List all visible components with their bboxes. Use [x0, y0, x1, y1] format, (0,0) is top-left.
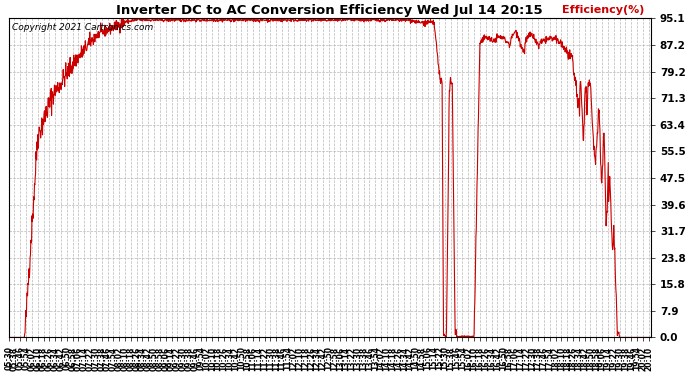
Text: Efficiency(%): Efficiency(%): [562, 5, 644, 15]
Title: Inverter DC to AC Conversion Efficiency Wed Jul 14 20:15: Inverter DC to AC Conversion Efficiency …: [117, 4, 543, 17]
Text: Copyright 2021 Cartronics.com: Copyright 2021 Cartronics.com: [12, 23, 153, 32]
